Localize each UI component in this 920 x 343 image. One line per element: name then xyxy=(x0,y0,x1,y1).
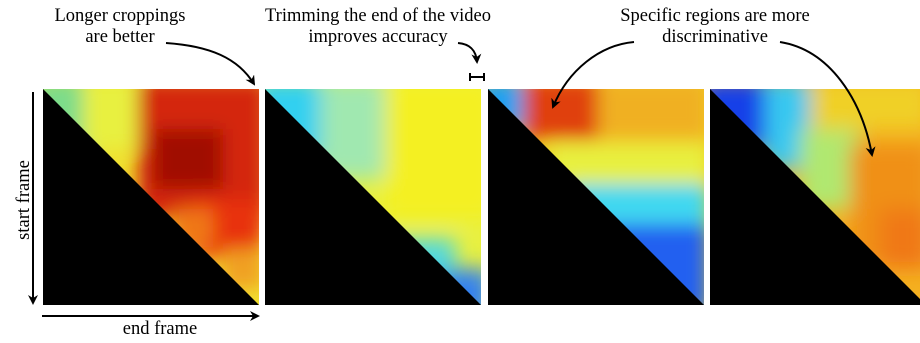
annotation-longer-line-1: Longer croppings xyxy=(54,6,186,26)
regions-arrow-right xyxy=(779,41,876,157)
annotation-trimming: Trimming the end of the video improves a… xyxy=(228,6,528,48)
heatmap-panel-3 xyxy=(488,89,704,305)
longer-croppings-arrow xyxy=(165,42,256,86)
heatmap-panel-4 xyxy=(710,89,920,305)
heatmap-panel-2 xyxy=(265,89,481,305)
annotation-longer-line-2: are better xyxy=(85,27,155,47)
trimming-arrow xyxy=(457,42,482,64)
annotation-trimming-line-2: improves accuracy xyxy=(308,27,448,47)
trim-bracket-icon xyxy=(469,73,485,81)
x-axis-label: end frame xyxy=(122,319,198,339)
annotation-longer-croppings: Longer croppings are better xyxy=(20,6,220,48)
regions-arrow-left xyxy=(551,41,635,109)
annotation-regions-line-2: discriminative xyxy=(662,27,768,47)
annotation-regions-line-1: Specific regions are more xyxy=(620,6,810,26)
annotation-trimming-line-1: Trimming the end of the video xyxy=(265,6,491,26)
annotation-specific-regions: Specific regions are more discriminative xyxy=(580,6,850,48)
heatmap-panel-1 xyxy=(43,89,259,305)
